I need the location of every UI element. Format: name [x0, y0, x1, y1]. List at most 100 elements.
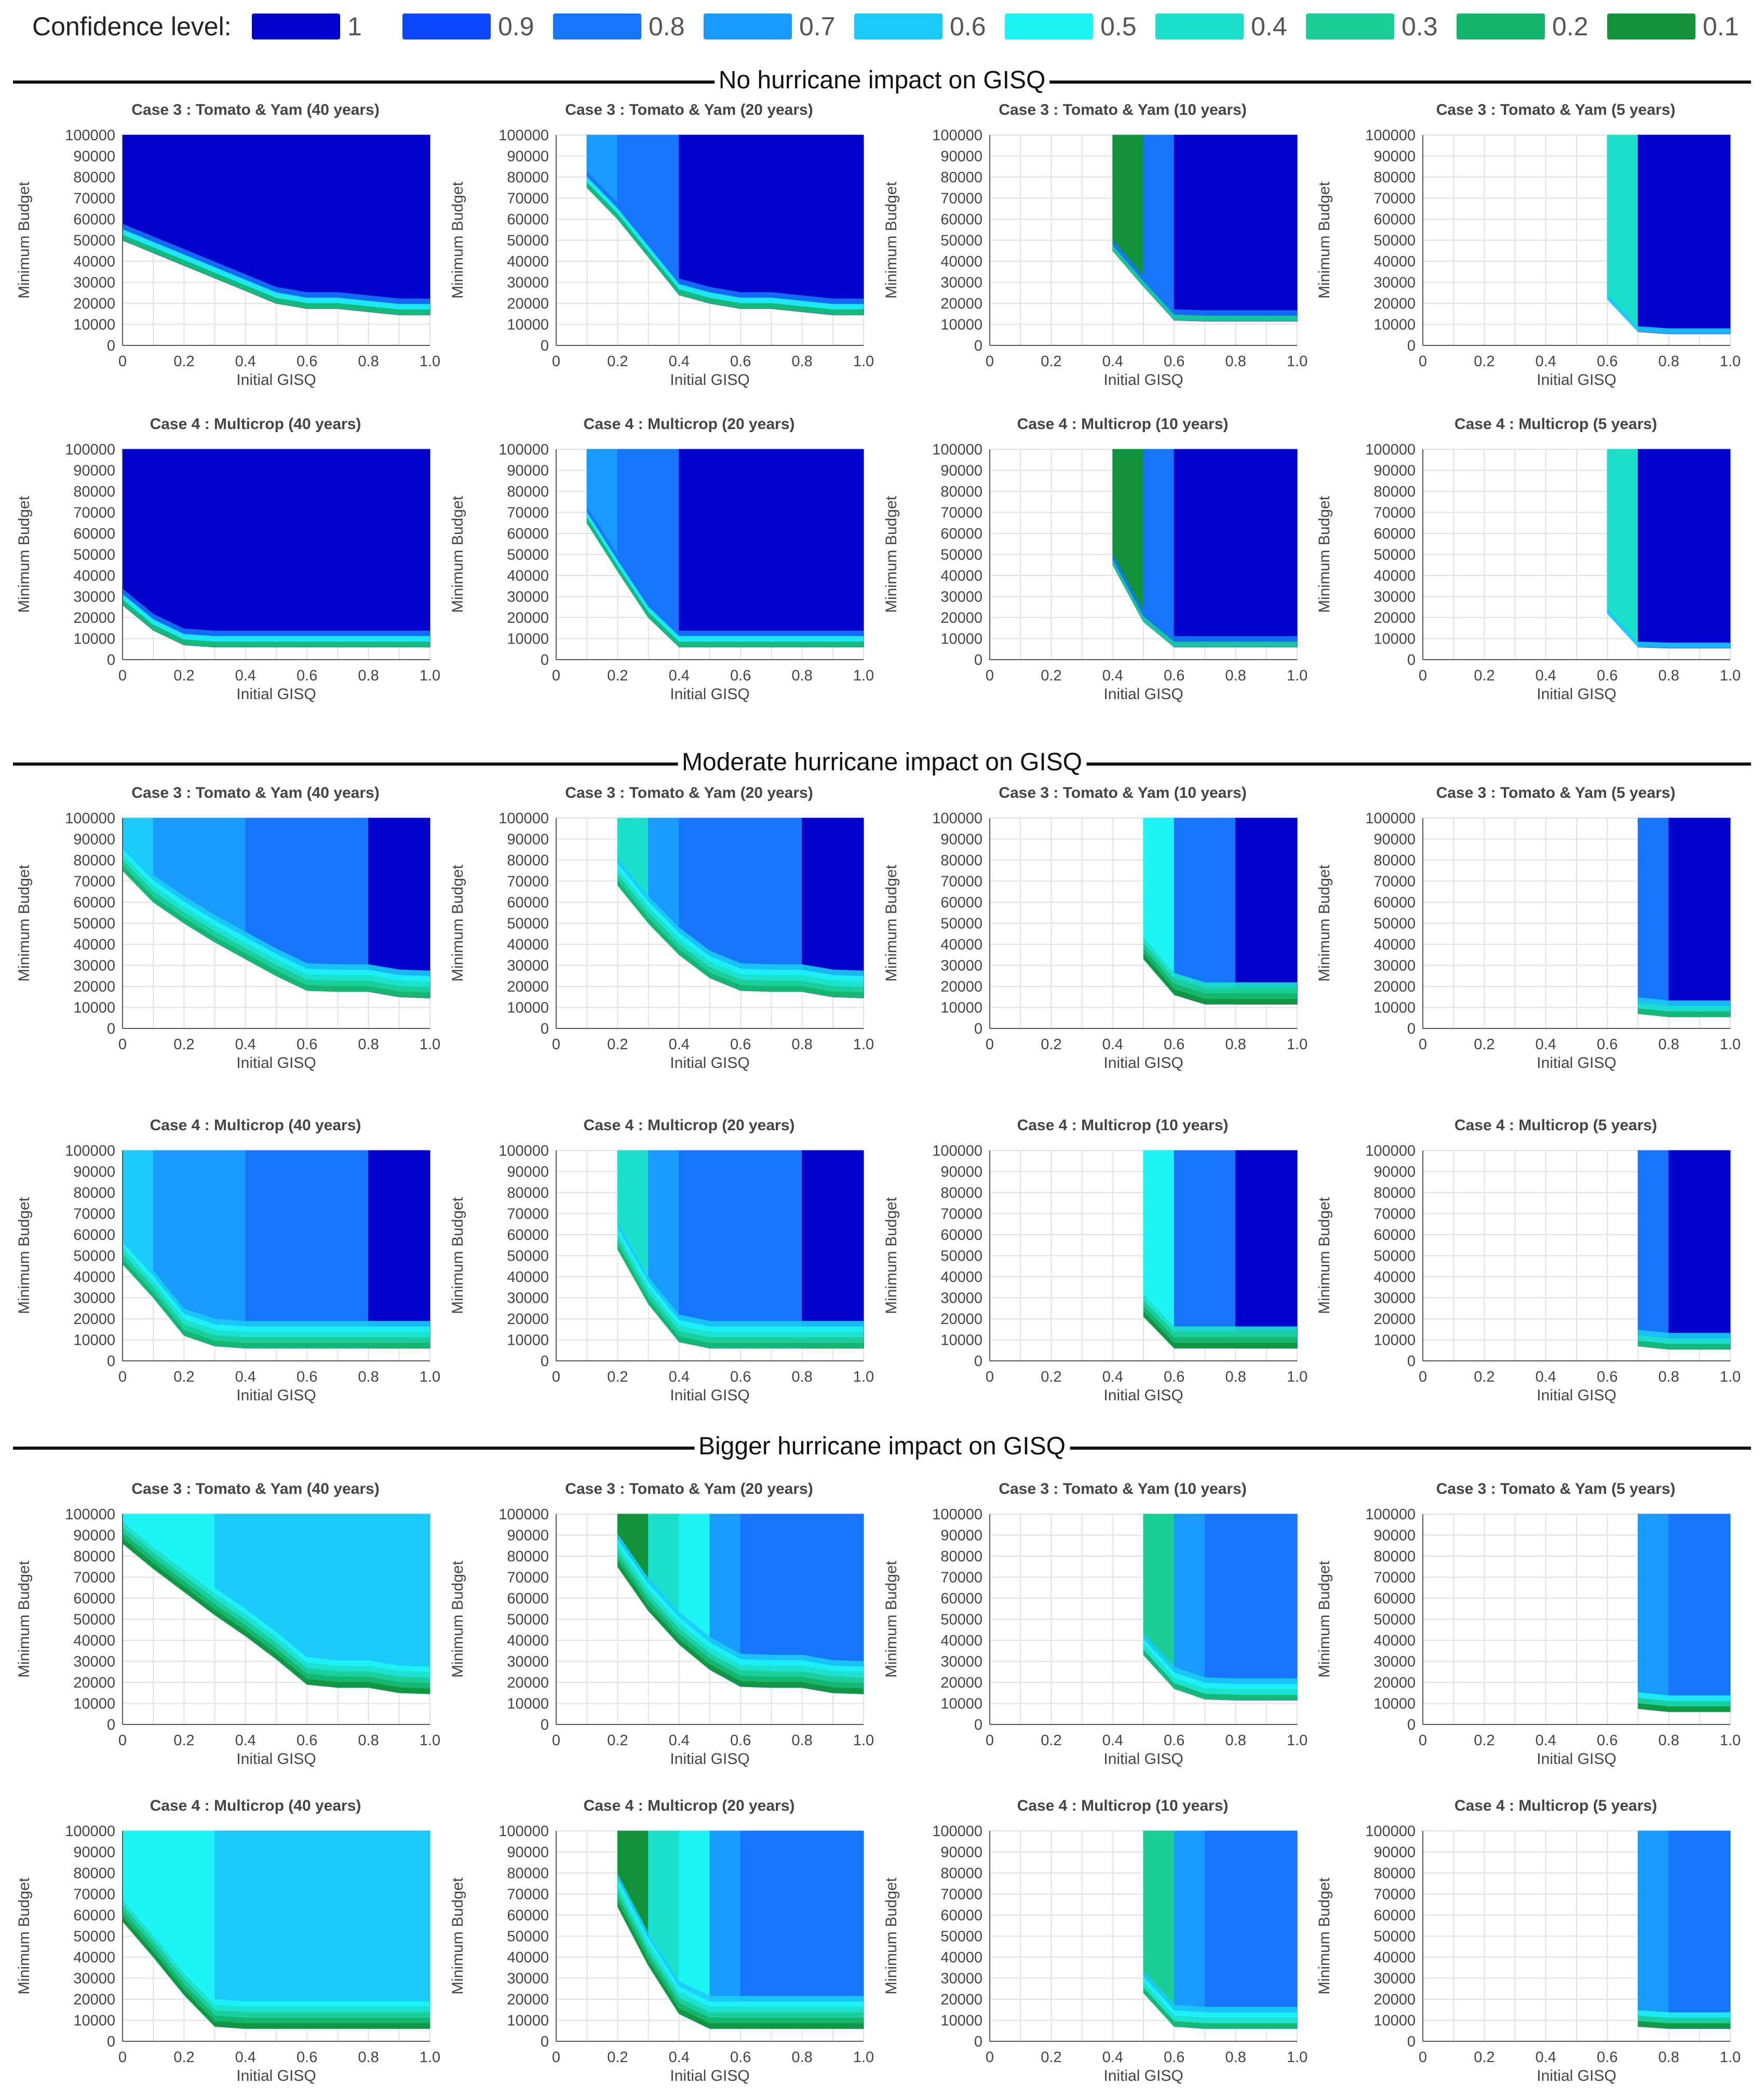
y-tick-label: 40000 [1374, 937, 1416, 953]
x-axis-label: Initial GISQ [1103, 2067, 1183, 2084]
legend-swatch [1306, 14, 1394, 39]
x-axis-label: Initial GISQ [1103, 1750, 1183, 1768]
y-tick-label: 40000 [507, 937, 549, 953]
y-tick-label: 20000 [940, 610, 982, 626]
y-axis-label: Minimum Budget [883, 181, 900, 299]
y-tick-label: 10000 [73, 2013, 115, 2029]
y-tick-label: 70000 [507, 1206, 549, 1223]
confidence-band [1204, 1514, 1298, 1701]
y-axis-label: Minimum Budget [883, 1877, 900, 1995]
x-tick-label: 0.2 [173, 2049, 194, 2066]
y-axis-label: Minimum Budget [16, 181, 33, 299]
y-tick-label: 30000 [940, 1654, 982, 1670]
y-tick-label: 0 [974, 1353, 982, 1370]
x-tick-label: 0 [118, 1369, 127, 1385]
x-tick-label: 0.8 [358, 1732, 379, 1749]
confidence-edge-band [617, 1222, 864, 1348]
chart-panel: Case 4 : Multicrop (5 years) 0 0.2 0.4 0.6 0.… [1316, 1117, 1741, 1404]
x-tick-label: 0.6 [1164, 667, 1184, 684]
y-tick-label: 30000 [73, 958, 115, 974]
x-tick-label: 0.8 [1658, 2049, 1679, 2066]
chart-title: Case 3 : Tomato & Yam (20 years) [565, 101, 813, 118]
y-tick-label: 100000 [499, 810, 549, 827]
y-tick-label: 50000 [940, 916, 982, 932]
confidence-edge-band [123, 1242, 430, 1348]
confidence-edge-band [1143, 1649, 1297, 1701]
confidence-edge-band [1638, 1008, 1730, 1017]
x-tick-label: 0.2 [1041, 1036, 1061, 1053]
y-tick-label: 20000 [507, 1991, 549, 2008]
x-tick-label: 0.2 [607, 1036, 628, 1053]
y-tick-label: 80000 [507, 1865, 549, 1882]
confidence-edge-band [1143, 1311, 1297, 1348]
confidence-edge-band [1143, 1305, 1297, 1348]
y-tick-label: 0 [1407, 1353, 1416, 1370]
x-axis-label: Initial GISQ [236, 686, 316, 703]
y-tick-label: 80000 [73, 169, 115, 186]
y-tick-label: 40000 [1374, 1949, 1416, 1966]
y-tick-label: 90000 [507, 149, 549, 165]
chart-title: Case 3 : Tomato & Yam (10 years) [999, 784, 1246, 801]
y-tick-label: 0 [974, 2034, 982, 2050]
confidence-edge-band [1112, 554, 1297, 647]
y-tick-label: 50000 [940, 1612, 982, 1628]
x-tick-label: 0.2 [173, 1732, 194, 1749]
y-tick-label: 100000 [65, 1506, 115, 1523]
x-tick-label: 0.8 [1658, 1732, 1679, 1749]
legend-swatch [854, 14, 942, 39]
y-tick-label: 100000 [932, 1506, 982, 1523]
y-tick-label: 50000 [507, 1612, 549, 1628]
y-tick-label: 30000 [940, 589, 982, 606]
x-tick-label: 0 [552, 353, 560, 370]
y-axis-label: Minimum Budget [449, 1877, 466, 1995]
x-tick-label: 0.8 [358, 2049, 379, 2066]
y-tick-label: 0 [107, 2034, 115, 2050]
y-tick-label: 50000 [1374, 547, 1416, 564]
x-tick-label: 1.0 [1720, 2049, 1741, 2066]
y-tick-label: 0 [974, 652, 982, 668]
y-tick-label: 80000 [940, 852, 982, 869]
x-tick-label: 0.8 [358, 1369, 379, 1385]
y-tick-label: 30000 [1374, 275, 1416, 291]
confidence-edge-band [123, 865, 430, 998]
x-tick-label: 0.6 [297, 1732, 317, 1749]
chart-panel: Case 4 : Multicrop (40 years) 0 0.2 0.4 0.6 0… [16, 416, 440, 703]
confidence-band [1637, 818, 1669, 1018]
y-axis-label: Minimum Budget [883, 1197, 900, 1314]
y-tick-label: 80000 [940, 169, 982, 186]
y-tick-label: 80000 [507, 484, 549, 500]
x-tick-label: 1.0 [420, 1369, 440, 1385]
confidence-edge-band [1143, 1987, 1297, 2029]
y-tick-label: 50000 [73, 1929, 115, 1945]
x-tick-label: 0 [986, 1732, 994, 1749]
y-tick-label: 40000 [507, 1633, 549, 1649]
confidence-edge-band [123, 860, 430, 998]
chart-panel: Case 3 : Tomato & Yam (20 years) 0 0.2 0.4 0… [449, 101, 874, 389]
y-tick-label: 60000 [507, 1907, 549, 1924]
chart-panel: Case 3 : Tomato & Yam (5 years) 0 0.2 0.4 0.… [1316, 101, 1741, 389]
confidence-edge-band [1143, 1982, 1297, 2029]
x-tick-label: 0.4 [1102, 667, 1123, 684]
x-tick-label: 0.2 [1041, 1732, 1061, 1749]
y-tick-label: 50000 [73, 233, 115, 249]
x-tick-label: 0.8 [1225, 2049, 1246, 2066]
y-tick-label: 20000 [73, 296, 115, 312]
legend-label: 0.5 [1100, 12, 1137, 41]
chart-title: Case 3 : Tomato & Yam (5 years) [1436, 1480, 1676, 1497]
y-tick-label: 30000 [940, 958, 982, 974]
y-tick-label: 0 [974, 1717, 982, 1733]
y-tick-label: 0 [541, 1021, 549, 1037]
y-tick-label: 40000 [507, 1949, 549, 1966]
chart-panel: Case 4 : Multicrop (10 years) 0 0.2 0.4 0.6 0… [883, 416, 1308, 703]
x-tick-label: 0.2 [1474, 667, 1494, 684]
y-axis-label: Minimum Budget [449, 496, 466, 613]
x-tick-label: 0.2 [607, 2049, 628, 2066]
x-tick-label: 0 [552, 667, 560, 684]
x-tick-label: 0 [986, 2049, 994, 2066]
y-tick-label: 90000 [940, 1164, 982, 1181]
y-tick-label: 10000 [1374, 1332, 1416, 1349]
chart-title: Case 4 : Multicrop (40 years) [150, 416, 361, 433]
x-tick-label: 1.0 [420, 1732, 440, 1749]
y-tick-label: 70000 [507, 191, 549, 207]
chart-title: Case 3 : Tomato & Yam (5 years) [1436, 101, 1676, 118]
